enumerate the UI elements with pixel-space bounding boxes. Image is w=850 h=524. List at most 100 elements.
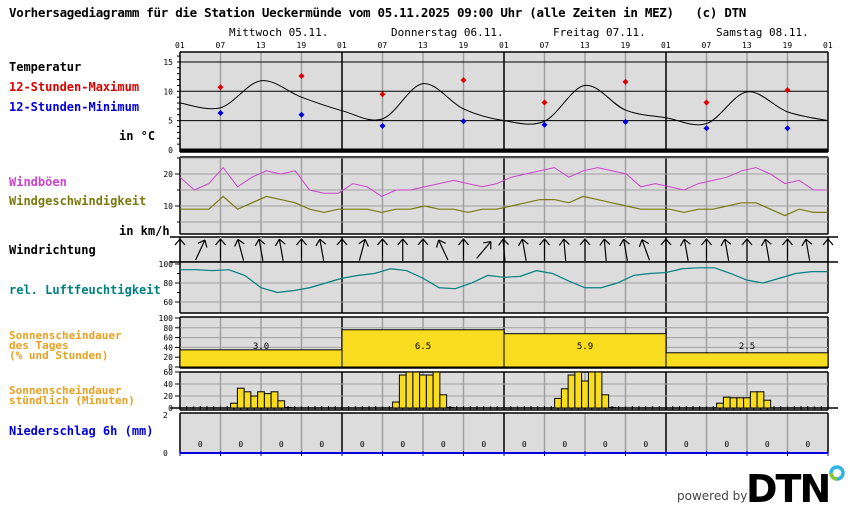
wind-arrow-icon [358,238,369,261]
label-sun-hour-2: stündlich (Minuten) [9,394,135,407]
min-marker [379,122,386,129]
sunshine-hour-bar [412,371,421,409]
sunshine-hour-bar [722,396,731,409]
sunshine-hour-bar [250,395,259,409]
wind-arrow-icon [377,238,388,261]
wind-arrow-icon [458,238,469,261]
sunshine-hour-bar [398,374,407,409]
precip-value: 0 [319,440,324,449]
wind-arrow-icon [254,238,266,261]
svg-text:80: 80 [163,324,173,333]
wind-arrow-icon [579,238,591,261]
hour-tick: 01 [499,41,509,50]
max-marker [622,78,629,85]
precip-value: 0 [279,440,284,449]
sunshine-hour-bar [263,393,272,409]
svg-text:60: 60 [163,334,173,343]
svg-text:100: 100 [159,314,174,323]
sunshine-hours-value: 2.5 [739,342,755,352]
wind-arrow-icon [436,239,449,261]
max-marker [298,73,305,80]
wind-arrow-icon [720,238,732,261]
sunshine-hour-bar [257,391,265,409]
powered-by-text: powered by [677,489,748,503]
precip-value: 0 [360,440,365,449]
max-marker [541,99,548,106]
sunshine-hour-bar [743,397,751,409]
precip-value: 0 [441,440,446,449]
precip-value: 0 [522,440,527,449]
wind-arrow-icon [315,238,327,261]
sunshine-hour-bar [419,374,427,409]
precip-value: 0 [684,440,689,449]
svg-text:5: 5 [168,117,173,126]
sunshine-hour-bar [716,402,724,409]
min-marker [541,121,548,128]
svg-text:100: 100 [159,260,174,269]
svg-text:10: 10 [163,87,173,96]
temperature-panel [177,51,829,153]
sunshine-hour-bar [432,371,441,409]
svg-text:40: 40 [163,380,173,389]
wind-arrow-icon [397,238,409,261]
max-marker [379,91,386,98]
precip-value: 0 [238,440,243,449]
hour-tick: 13 [580,41,590,50]
svg-text:60: 60 [163,368,173,377]
label-temp-unit: in °C [119,129,156,143]
sunshine-hours-value: 6.5 [415,342,431,352]
wind-arrow-icon [619,238,630,261]
hour-tick: 19 [782,41,793,50]
precipitation-panel [179,412,829,456]
sunshine-hour-bar [756,391,765,409]
hour-tick: 07 [377,41,388,50]
hour-tick: 19 [296,41,307,50]
wind-arrow-icon [801,238,813,261]
sunshine-hour-bar [587,371,596,409]
sunshine-hour-bar [581,380,589,409]
hour-tick: 19 [620,41,631,50]
min-marker [460,118,467,125]
sunshine-hour-bar [567,374,576,409]
hour-tick: 13 [256,41,266,50]
humidity-panel [175,261,829,314]
min-marker [298,111,305,118]
dtn-logo: DTN [746,467,831,511]
wind-arrow-icon [296,238,307,261]
label-precipitation: Niederschlag 6h (mm) [9,424,154,438]
svg-text:0: 0 [163,449,168,458]
sunshine-hour-bar [736,397,745,409]
sunshine-day-panel [175,316,829,369]
min-marker [217,110,224,117]
sunshine-hour-bar [729,397,738,409]
hour-tick: 01 [661,41,671,50]
sunshine-hourly-panel [170,371,838,411]
precip-value: 0 [400,440,405,449]
max-marker [460,77,467,84]
svg-text:20: 20 [163,170,173,179]
sunshine-hour-bar [284,406,292,409]
day-label-thursday: Donnerstag 06.11. [391,26,504,39]
wind-arrow-icon [638,239,651,261]
precip-value: 0 [198,440,203,449]
sunshine-day-bar [179,349,343,368]
min-marker [622,118,629,125]
dtn-logo-circle-icon [829,465,845,481]
sunshine-hours-value: 5.9 [577,342,593,352]
sunshine-day-bar [341,329,505,368]
sunshine-hour-bar [560,388,569,409]
wind-arrow-icon [741,238,753,261]
label-wind-direction: Windrichtung [9,243,96,257]
svg-text:10: 10 [163,202,173,211]
sunshine-hour-bar [608,406,616,409]
wind-arrow-icon [760,238,772,261]
page-title: Vorhersagediagramm für die Station Uecke… [9,5,747,20]
label-sun-day-2: des Tages [9,339,69,352]
sunshine-hour-bar [594,371,603,409]
hour-tick: 01 [823,41,833,50]
precip-value: 0 [562,440,567,449]
sunshine-hour-bar [236,387,245,409]
wind-arrow-icon [215,238,226,261]
sunshine-day-bar [665,352,829,368]
sunshine-hour-bar [392,401,400,409]
